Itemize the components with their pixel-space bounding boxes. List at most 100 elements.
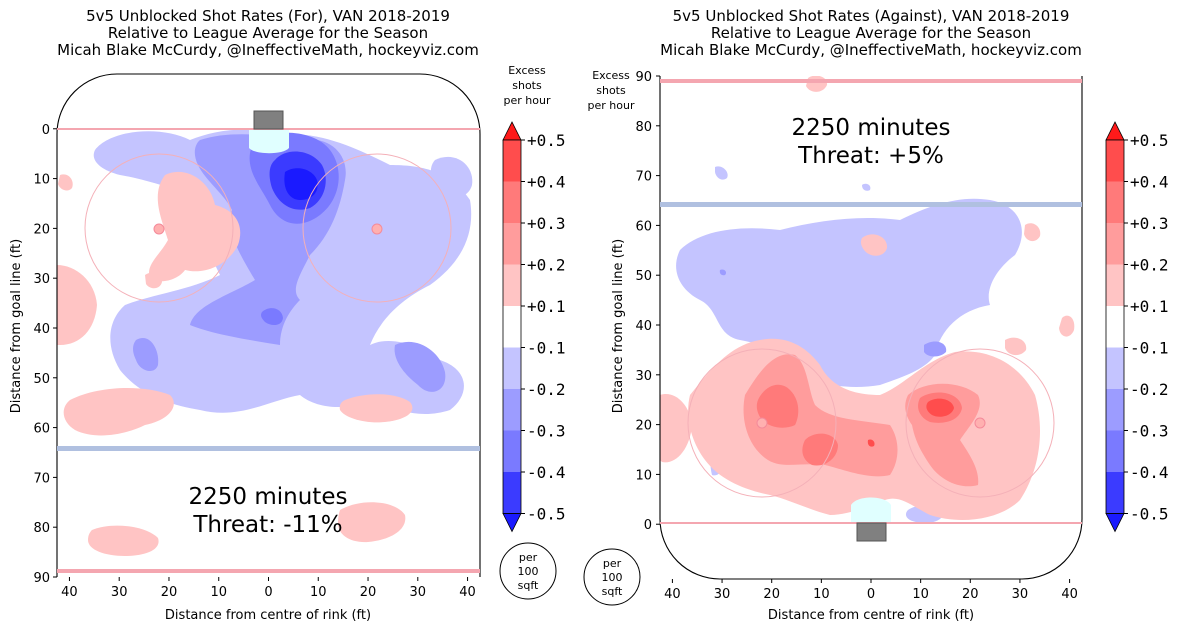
xtick-label: 40 (61, 585, 78, 600)
contour-right-pos1b (660, 394, 692, 463)
annotation-left-minutes: 2250 minutes (189, 484, 348, 510)
colorbar-right-title-2: shots (596, 84, 626, 97)
colorbar-tick-label: -0.5 (1130, 505, 1169, 524)
ytick-label: 60 (635, 219, 652, 234)
faceoff-dot-right-b (974, 417, 986, 429)
colorbar-arrow-top (502, 121, 522, 141)
colorbar-tick-label: -0.4 (1130, 463, 1169, 482)
colorbar-right: Excess shots per hour +0.5 +0.4 +0.3 +0.2 +0… (588, 69, 1169, 533)
ytick-label: 90 (635, 70, 652, 85)
colorbar-left-title-1: Excess (508, 64, 546, 77)
contour-right-pos3 (756, 384, 799, 428)
contour-left-pos1a (149, 171, 241, 282)
annotation-right-threat: Threat: +5% (797, 143, 944, 169)
title-left-line2: Relative to League Average for the Seaso… (108, 24, 428, 42)
xtick-label: 40 (1061, 587, 1078, 602)
colorbar-tick-label: -0.4 (527, 463, 566, 482)
contour-right-pos1e (1024, 223, 1041, 242)
per-area-badge-right: per 100 sqft (583, 548, 641, 606)
colorbar-outline (1105, 139, 1125, 514)
ylabel-left: Distance from goal line (ft) (9, 239, 24, 413)
ytick-label: 50 (635, 269, 652, 284)
contour-right-pos3b (802, 433, 838, 466)
colorbar-tick-label: +0.1 (1130, 297, 1169, 316)
colorbar-segment (1106, 181, 1124, 223)
colorbar-tick-label: -0.1 (527, 339, 566, 358)
xtick-label: 10 (813, 587, 830, 602)
ytick-label: 10 (33, 173, 50, 188)
contour-right-neg2a (924, 341, 947, 357)
xtick-label: 0 (264, 585, 272, 600)
xtick-label: 20 (360, 585, 377, 600)
title-right-line2: Relative to League Average for the Seaso… (711, 24, 1031, 42)
contour-left-neg2c (133, 338, 159, 372)
red-line-right (660, 79, 1082, 83)
colorbar-left: Excess shots per hour +0.5 +0.4 +0.3 +0.2 +0… (502, 64, 566, 533)
colorbar-segment (503, 223, 521, 265)
faceoff-circle-right-a (687, 348, 837, 498)
colorbar-segment (1106, 306, 1124, 348)
colorbar-segment (1106, 472, 1124, 514)
colorbar-tick-label: +0.4 (527, 173, 566, 192)
heatmap-right (660, 76, 1075, 523)
colorbar-segment (503, 181, 521, 223)
xtick-label: 30 (1012, 587, 1029, 602)
ytick-label: 30 (635, 369, 652, 384)
colorbar-tick-label: -0.3 (1130, 422, 1169, 441)
colorbar-segment (1106, 430, 1124, 472)
xlabel-left: Distance from centre of rink (ft) (165, 608, 371, 623)
crease-left (249, 130, 289, 154)
colorbar-arrow-bottom (502, 513, 522, 533)
contour-left-pos1d (339, 394, 413, 423)
colorbar-tick-label: +0.5 (1130, 131, 1169, 150)
annotation-right-minutes: 2250 minutes (792, 115, 951, 141)
colorbar-tick-label: +0.1 (527, 297, 566, 316)
colorbar-tick-label: +0.3 (1130, 214, 1169, 233)
colorbar-right-title-1: Excess (592, 69, 630, 82)
colorbar-segment (503, 472, 521, 514)
contours-left-positive (57, 171, 413, 556)
colorbar-segment (1106, 389, 1124, 431)
colorbar-segment (503, 347, 521, 389)
contour-right-pos4 (926, 398, 954, 417)
contour-left-pos1c (63, 388, 174, 436)
blue-line-right (660, 202, 1082, 207)
colorbar-segment (503, 430, 521, 472)
contour-left-neg2b (394, 341, 446, 392)
contour-left-neg1b (430, 156, 473, 197)
contour-left-neg5 (284, 168, 318, 200)
title-right-line3: Micah Blake McCurdy, @IneffectiveMath, h… (660, 41, 1082, 59)
axes-left: 40 30 20 10 0 10 20 30 40 0 10 20 30 40 50 60 70 80 90 (33, 123, 475, 600)
rink-outline-left (56, 73, 481, 577)
xtick-label: 10 (210, 585, 227, 600)
colorbar-tick-label: -0.2 (1130, 380, 1169, 399)
chart-left: 5v5 Unblocked Shot Rates (For), VAN 2018… (9, 7, 481, 623)
colorbar-tick-label: -0.3 (527, 422, 566, 441)
ytick-label: 80 (635, 120, 652, 135)
annotation-left-threat: Threat: -11% (192, 512, 342, 538)
contour-left-pos1h (145, 272, 162, 289)
colorbar-segment (1106, 347, 1124, 389)
colorbar-segment (503, 264, 521, 306)
faceoff-dot-right-a (756, 417, 768, 429)
xtick-label: 20 (962, 587, 979, 602)
xtick-label: 10 (310, 585, 327, 600)
contour-right-neg2b (719, 269, 727, 276)
contour-right-pos1g (1005, 337, 1027, 356)
faceoff-dot-left-b (371, 223, 383, 235)
ytick-label: 50 (33, 372, 50, 387)
faceoff-circle-left-a (84, 153, 234, 303)
xlabel-right: Distance from centre of rink (ft) (768, 608, 974, 623)
ylabel-right: Distance from goal line (ft) (611, 239, 626, 413)
colorbar-arrow-top (1105, 121, 1125, 141)
heatmap-left (57, 129, 473, 556)
colorbar-left-title-3: per hour (504, 94, 551, 107)
xtick-label: 40 (459, 585, 476, 600)
ytick-label: 40 (635, 319, 652, 334)
colorbar-tick-label: +0.2 (1130, 256, 1169, 275)
xtick-label: 0 (867, 587, 875, 602)
colorbar-segment (1106, 264, 1124, 306)
ytick-label: 30 (33, 272, 50, 287)
colorbar-arrow-bottom (1105, 513, 1125, 533)
colorbar-tick-label: +0.4 (1130, 173, 1169, 192)
